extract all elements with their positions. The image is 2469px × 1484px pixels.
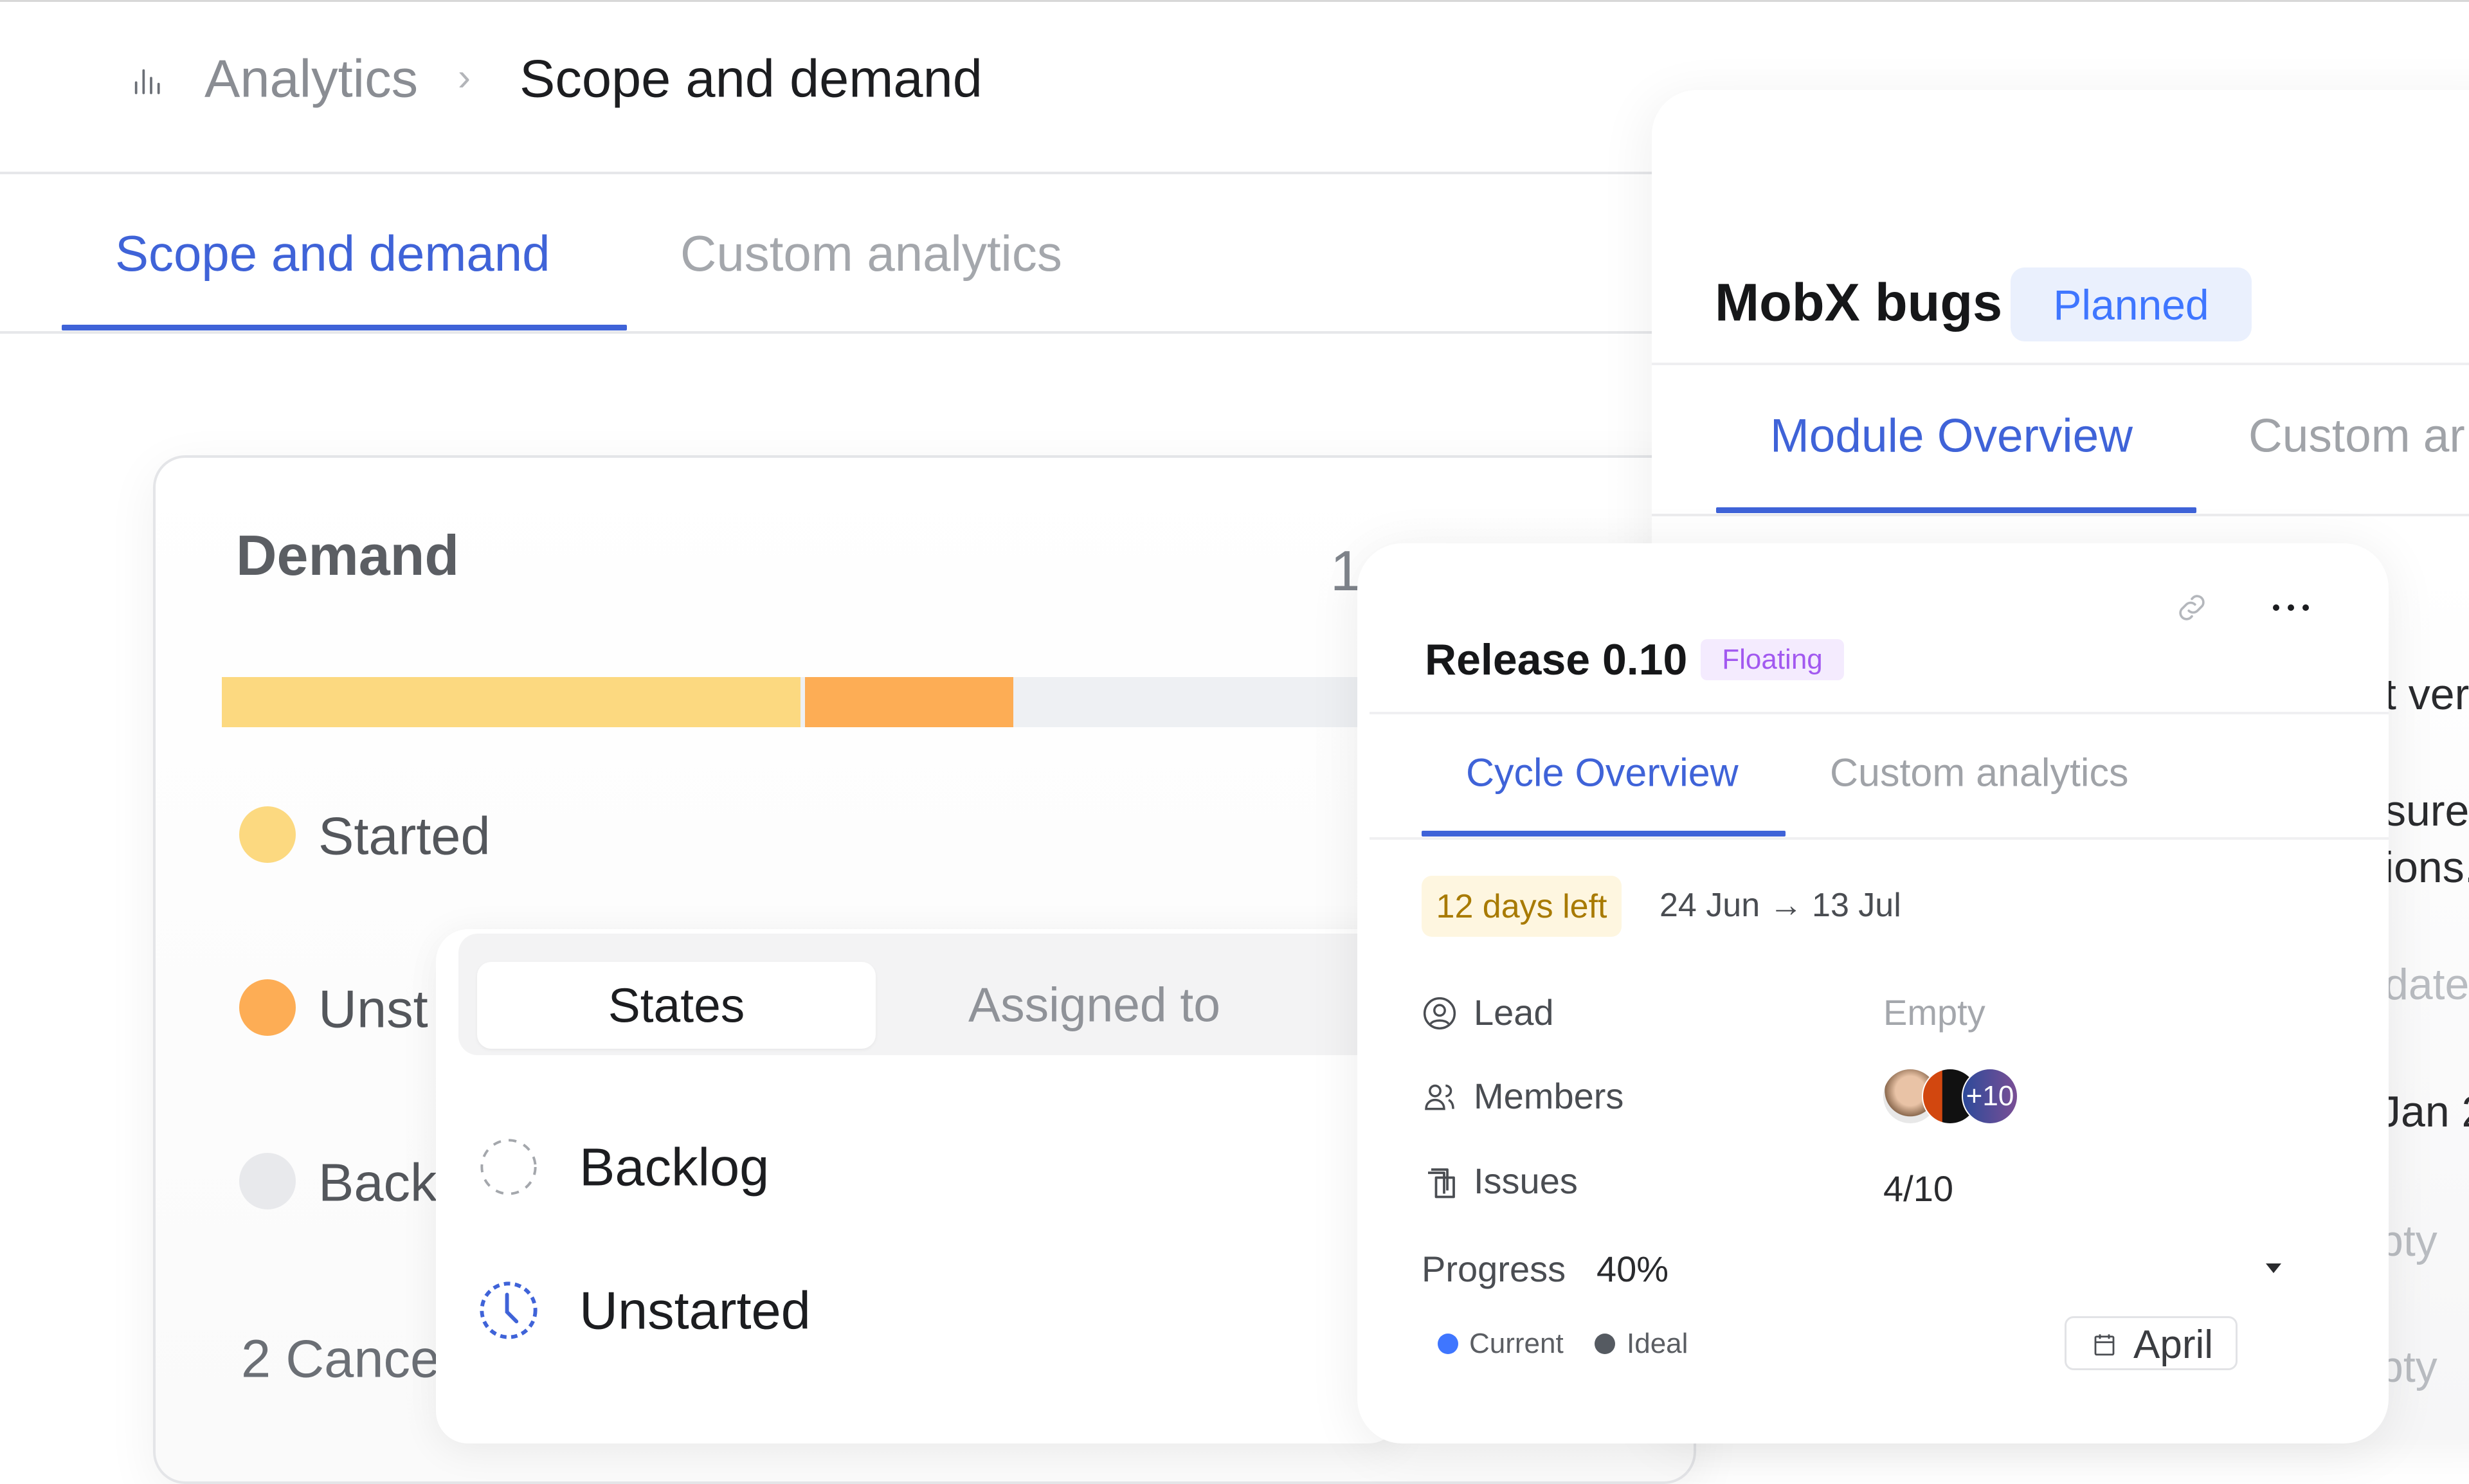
legend-dot-unstarted xyxy=(239,979,296,1036)
progress-label: Progress xyxy=(1422,1249,1566,1289)
progress-value: 40% xyxy=(1596,1249,1669,1289)
window-top-border xyxy=(0,0,2469,2)
cancelled-count: 2 Cance xyxy=(241,1328,440,1389)
bar-chart-icon xyxy=(134,69,160,95)
property-issues-label: Issues xyxy=(1474,1161,1578,1201)
property-members-label: Members xyxy=(1474,1076,1624,1116)
month-selector-button[interactable]: April xyxy=(2065,1316,2238,1370)
demand-bar-started xyxy=(222,677,800,727)
module-text-fragment: ions. xyxy=(2384,843,2469,892)
tab-custom-analytics[interactable]: Custom analytics xyxy=(680,225,1062,282)
members-avatars[interactable]: +10 xyxy=(1882,1068,2023,1126)
tab-module-overview[interactable]: Module Overview xyxy=(1770,410,2133,462)
users-icon xyxy=(1425,1084,1454,1110)
module-status-label: Planned xyxy=(2053,280,2209,329)
calendar-icon xyxy=(2094,1334,2115,1356)
demand-title: Demand xyxy=(236,523,460,587)
tab-module-custom-analytics[interactable]: Custom ar xyxy=(2248,410,2465,462)
legend-label-ideal: Ideal xyxy=(1627,1328,1688,1359)
module-text-fragment: date xyxy=(2384,960,2469,1009)
segment-states[interactable]: States xyxy=(477,962,876,1049)
breadcrumb-analytics[interactable]: Analytics xyxy=(204,48,419,109)
module-text-fragment: Jan 2 xyxy=(2379,1087,2469,1136)
demand-bar xyxy=(222,677,1379,727)
cycle-title: Release 0.10 xyxy=(1425,635,1688,684)
days-left-label: 12 days left xyxy=(1436,887,1607,925)
property-lead-value[interactable]: Empty xyxy=(1883,992,1985,1033)
segment-states-label: States xyxy=(608,978,745,1032)
legend-dot-current xyxy=(1438,1334,1458,1354)
cycle-tab-underline xyxy=(1422,831,1786,837)
demand-total: 1 xyxy=(1330,539,1362,602)
avatar-overflow-count: +10 xyxy=(1962,1068,2018,1125)
tab-cycle-custom-analytics[interactable]: Custom analytics xyxy=(1830,750,2129,795)
more-options-icon[interactable] xyxy=(2268,595,2313,620)
backlog-dashed-circle-icon xyxy=(480,1139,537,1195)
legend-label-backlog: Back xyxy=(318,1152,437,1213)
legend-label-current: Current xyxy=(1469,1328,1564,1359)
module-status-badge[interactable]: Planned xyxy=(2011,267,2252,341)
tab-cycle-overview[interactable]: Cycle Overview xyxy=(1466,750,1739,795)
cycle-tabs-divider xyxy=(1370,837,2389,840)
property-issues-value: 4/10 xyxy=(1883,1168,1953,1209)
month-selector-label: April xyxy=(2133,1323,2214,1367)
legend-dot-ideal xyxy=(1595,1334,1615,1354)
unstarted-clock-icon xyxy=(480,1281,538,1339)
days-left-badge: 12 days left xyxy=(1422,876,1622,937)
cycle-badge-floating: Floating xyxy=(1701,639,1844,680)
cycle-card xyxy=(1357,543,2389,1443)
legend-dot-started xyxy=(239,806,296,863)
legend-label-started: Started xyxy=(318,806,491,866)
module-title: MobX bugs xyxy=(1715,272,2003,332)
tabs-divider xyxy=(0,331,1672,334)
state-unstarted[interactable]: Unstarted xyxy=(579,1280,811,1341)
caret-down-icon[interactable] xyxy=(2263,1260,2284,1276)
module-text-fragment: sure y xyxy=(2384,786,2469,835)
user-circle-icon xyxy=(1423,997,1456,1030)
segment-assigned-to[interactable]: Assigned to xyxy=(968,977,1220,1032)
header-divider xyxy=(0,172,1672,174)
module-tabs-divider xyxy=(1652,514,2469,516)
property-lead-label: Lead xyxy=(1474,992,1554,1033)
breadcrumb: Analytics › Scope and demand xyxy=(129,51,1093,109)
issues-stack-icon xyxy=(1428,1168,1455,1199)
module-header-divider xyxy=(1652,363,2469,365)
active-tab-underline xyxy=(62,325,627,330)
overflow-count-label: +10 xyxy=(1966,1080,2014,1112)
cycle-header-divider xyxy=(1370,712,2389,714)
module-text-fragment: pty xyxy=(2379,1343,2437,1391)
cycle-badge-label: Floating xyxy=(1722,644,1823,675)
breadcrumb-current: Scope and demand xyxy=(520,48,982,109)
legend-label-unstarted: Unst xyxy=(318,979,428,1039)
module-text-fragment: pty xyxy=(2379,1217,2437,1265)
state-backlog[interactable]: Backlog xyxy=(579,1137,770,1197)
breadcrumb-separator: › xyxy=(458,55,471,98)
tab-scope-and-demand[interactable]: Scope and demand xyxy=(115,225,550,282)
demand-bar-unstarted xyxy=(805,677,1013,727)
module-tab-underline xyxy=(1716,507,2196,513)
legend-dot-backlog xyxy=(239,1153,296,1209)
link-icon[interactable] xyxy=(2173,589,2211,626)
cycle-date-range: 24 Jun → 13 Jul xyxy=(1660,887,1901,924)
